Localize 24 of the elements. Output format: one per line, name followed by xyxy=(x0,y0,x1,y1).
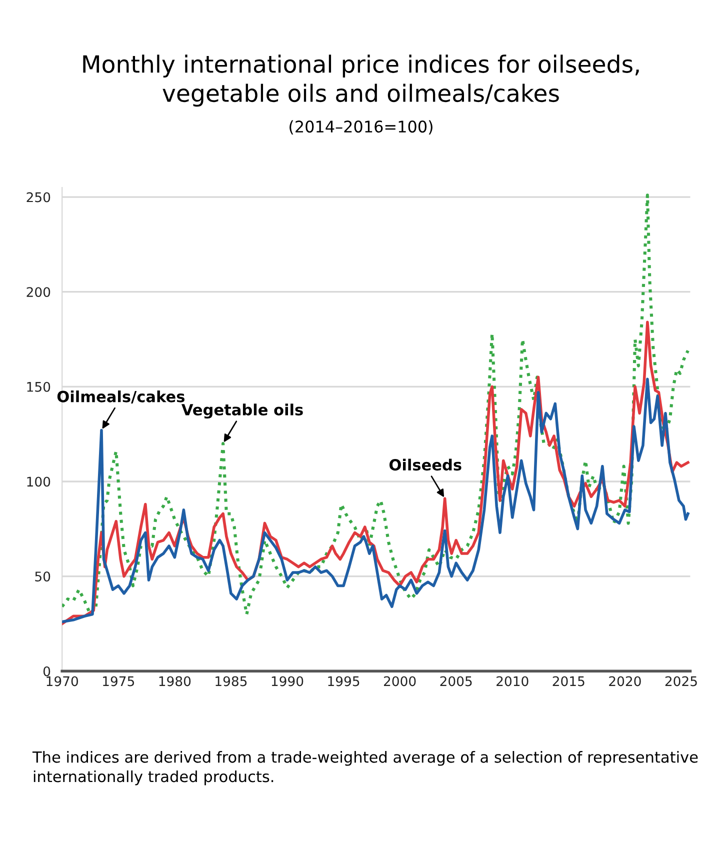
y-tick-label: 150 xyxy=(27,382,50,392)
x-tick-label: 1970 xyxy=(46,676,78,686)
x-tick-label: 2020 xyxy=(609,676,641,686)
annotation: Vegetable oils xyxy=(182,404,303,419)
y-tick-label: 50 xyxy=(35,572,50,582)
x-tick-label: 1990 xyxy=(272,676,304,686)
x-tick-label: 1975 xyxy=(103,676,134,686)
x-tick-label: 2015 xyxy=(552,676,584,686)
text: The indices are derived from a trade-weighted average of a selection of representative internationally traded products. xyxy=(32,751,698,786)
x-tick-label: 1995 xyxy=(328,676,360,686)
chart-title: Monthly international price indices for oilseeds, vegetable oils and oilmeals/cakes xyxy=(83,54,639,107)
chart-subtitle: (2014–2016=100) xyxy=(290,120,432,135)
x-tick-label: 2005 xyxy=(440,676,472,686)
y-tick-label: 250 xyxy=(26,192,50,202)
annotation: Oilseeds xyxy=(389,458,462,471)
x-tick-label: 2010 xyxy=(496,676,528,686)
x-tick-label: 1980 xyxy=(159,676,191,686)
x-tick-label: 2025 xyxy=(665,676,697,686)
y-tick-label: 100 xyxy=(27,476,50,487)
annotation: Oilmeals/cakes xyxy=(57,390,184,404)
y-tick-label: 200 xyxy=(26,287,50,298)
y-tick-label: 0 xyxy=(43,666,50,676)
x-tick-label: 2000 xyxy=(384,676,416,686)
x-tick-label: 1985 xyxy=(216,676,247,686)
